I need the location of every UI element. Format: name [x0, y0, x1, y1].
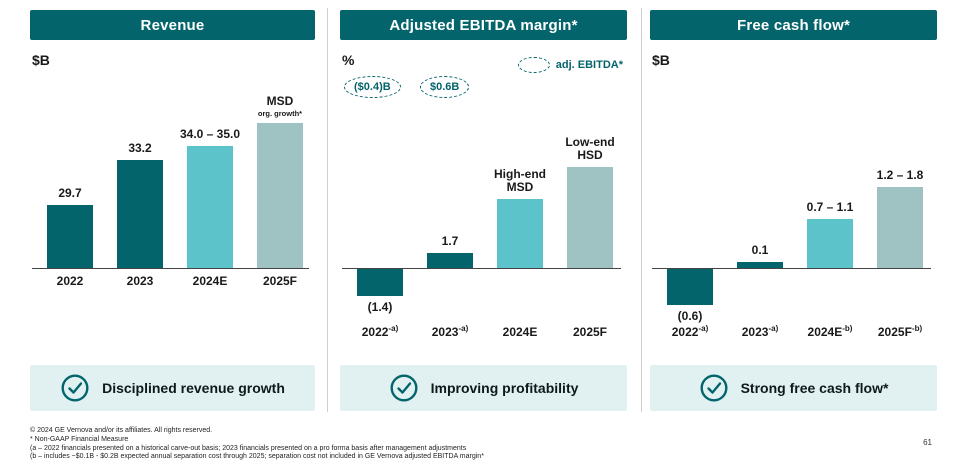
panel-divider	[327, 8, 328, 412]
revenue-chart: 29.7 33.2 34.0 – 35.0 MSD org. growth* 2…	[30, 10, 315, 410]
fcf-bar-2023: 0.1	[723, 244, 797, 268]
x-axis-label: 2024E	[192, 274, 228, 288]
bar	[47, 205, 93, 268]
footnote-line: (a – 2022 financials presented on a hist…	[30, 444, 467, 452]
x-axis-label: 2025F	[572, 325, 608, 339]
fcf-callout: Strong free cash flow*	[650, 365, 937, 411]
ebitda-chart: (1.4) 1.7 High-end MSD Low-end HSD 2022-…	[340, 10, 627, 410]
revenue-bar-2023: 33.2	[103, 142, 177, 268]
bar-value-label: Low-end HSD	[565, 135, 615, 162]
ebitda-bar-2023: 1.7	[413, 235, 487, 268]
revenue-bar-2024e: 34.0 – 35.0	[173, 128, 247, 268]
bar	[357, 268, 403, 296]
revenue-bar-2022: 29.7	[33, 187, 107, 268]
x-axis-label: 2022-a)	[361, 324, 399, 339]
legend-label: adj. EBITDA*	[555, 59, 623, 71]
bar	[497, 199, 543, 268]
revenue-panel-title: Revenue	[30, 10, 315, 40]
fcf-panel-title: Free cash flow*	[650, 10, 937, 40]
bar-value-label: 29.7	[58, 186, 82, 200]
revenue-callout: Disciplined revenue growth	[30, 365, 315, 411]
footnote-line: © 2024 GE Vernova and/or its affiliates.…	[30, 427, 213, 434]
x-axis-label: 2025F-b)	[877, 324, 923, 339]
ebitda-bar-2024e: High-end MSD	[483, 168, 557, 268]
bar	[807, 219, 853, 268]
x-axis-line	[652, 268, 931, 269]
callout-text: Improving profitability	[430, 380, 579, 396]
bar-value-label: 34.0 – 35.0	[179, 127, 241, 141]
bar	[257, 123, 303, 268]
bar-value-label: 1.7	[441, 234, 459, 248]
adj-ebitda-legend: adj. EBITDA*	[517, 57, 623, 73]
ebitda-margin-panel: Adjusted EBITDA margin* % adj. EBITDA* (…	[340, 10, 627, 411]
check-circle-icon	[700, 374, 728, 402]
bar	[427, 253, 473, 268]
callout-text: Strong free cash flow*	[740, 380, 889, 396]
adj-ebitda-badge-2023: $0.6B	[420, 76, 470, 98]
revenue-panel: Revenue $B 29.7 33.2 34.0 – 35.0 MSD org…	[30, 10, 315, 411]
footnote-line: * Non-GAAP Financial Measure	[30, 435, 129, 443]
fcf-bar-2022: (0.6)	[653, 268, 727, 323]
ebitda-callout: Improving profitability	[340, 365, 627, 411]
x-axis-label: 2024E-b)	[807, 324, 853, 339]
bar-value-label: 0.1	[751, 243, 769, 257]
bar	[567, 167, 613, 268]
revenue-bar-2025f: MSD org. growth*	[243, 95, 317, 268]
callout-text: Disciplined revenue growth	[102, 380, 285, 396]
fcf-chart: (0.6) 0.1 0.7 – 1.1 1.2 – 1.8 2022-a) 20…	[650, 10, 937, 410]
x-axis-line	[342, 268, 621, 269]
x-axis-label: 2022-a)	[671, 324, 709, 339]
bar	[737, 262, 783, 268]
fcf-bar-2024e: 0.7 – 1.1	[793, 201, 867, 268]
x-axis-label: 2025F	[262, 274, 298, 288]
revenue-y-axis-unit: $B	[32, 52, 50, 68]
dashed-ellipse-icon	[517, 57, 550, 73]
x-axis-label: 2023	[126, 274, 154, 288]
footnote-line: (b – includes ~$0.1B - $0.2B expected an…	[30, 453, 484, 461]
bar-value-label: 33.2	[128, 141, 152, 155]
x-axis-label: 2023-a)	[741, 324, 779, 339]
x-axis-label: 2024E	[502, 325, 538, 339]
bar-value-label: (0.6)	[677, 309, 703, 323]
ebitda-panel-title: Adjusted EBITDA margin*	[340, 10, 627, 40]
x-axis-label: 2023-a)	[431, 324, 469, 339]
bar	[667, 268, 713, 305]
check-circle-icon	[390, 374, 418, 402]
ebitda-y-axis-unit: %	[342, 52, 355, 68]
panel-divider	[641, 8, 642, 412]
ebitda-bar-2025f: Low-end HSD	[553, 136, 627, 268]
bar	[187, 146, 233, 268]
bar	[877, 187, 923, 268]
fcf-bar-2025f: 1.2 – 1.8	[863, 169, 937, 268]
bar	[117, 160, 163, 268]
free-cash-flow-panel: Free cash flow* $B (0.6) 0.1 0.7 – 1.1 1…	[650, 10, 937, 411]
bar-value-label: (1.4)	[367, 300, 393, 314]
adj-ebitda-badge-2022: ($0.4)B	[344, 76, 401, 98]
check-circle-icon	[61, 374, 89, 402]
fcf-y-axis-unit: $B	[652, 52, 670, 68]
footnotes: © 2024 GE Vernova and/or its affiliates.…	[30, 427, 484, 462]
bar-value-label: 0.7 – 1.1	[806, 200, 854, 214]
x-axis-line	[32, 268, 309, 269]
bar-value-sublabel: org. growth*	[257, 109, 303, 118]
bar-value-label: 1.2 – 1.8	[876, 168, 924, 182]
bar-value-label: MSD	[266, 94, 294, 108]
ebitda-bar-2022: (1.4)	[343, 268, 417, 314]
page-number: 61	[923, 438, 932, 447]
x-axis-label: 2022	[56, 274, 84, 288]
bar-value-label: High-end MSD	[494, 167, 546, 194]
